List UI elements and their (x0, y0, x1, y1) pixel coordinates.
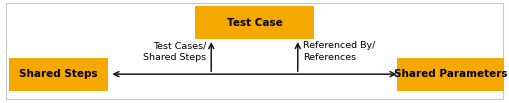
Text: Test Cases/
Shared Steps: Test Cases/ Shared Steps (143, 41, 206, 62)
FancyBboxPatch shape (194, 6, 314, 39)
Text: Shared Steps: Shared Steps (19, 69, 98, 79)
Text: Shared Parameters: Shared Parameters (394, 69, 507, 79)
Text: Test Case: Test Case (227, 18, 282, 28)
FancyBboxPatch shape (397, 58, 504, 91)
FancyBboxPatch shape (9, 58, 108, 91)
Text: Referenced By/
References: Referenced By/ References (303, 41, 375, 62)
